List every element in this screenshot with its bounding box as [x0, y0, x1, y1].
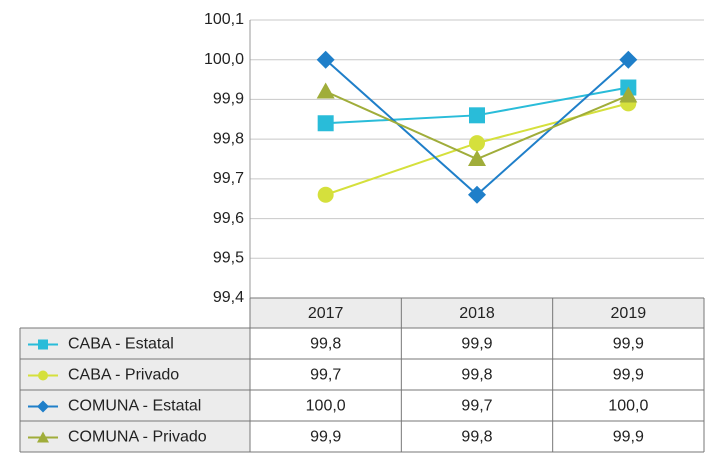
series-line: [325, 58, 629, 197]
point: [317, 115, 334, 132]
point: [619, 86, 638, 103]
y-tick-label: 99,4: [213, 289, 244, 306]
point: [619, 50, 638, 69]
value-label: 99,8: [310, 336, 341, 353]
x-tick-label: 2018: [459, 305, 495, 322]
x-tick-label: 2019: [611, 305, 647, 322]
x-tick-label: 2017: [308, 305, 344, 322]
y-tick-label: 99,8: [213, 130, 244, 147]
y-tick-label: 99,7: [213, 170, 244, 187]
point: [316, 50, 335, 69]
point: [468, 150, 486, 166]
value-label: 100,0: [608, 398, 648, 415]
value-label: 99,7: [310, 367, 341, 384]
value-label: 99,9: [310, 429, 341, 446]
legend-label: COMUNA - Estatal: [68, 398, 201, 415]
value-label: 100,0: [306, 398, 346, 415]
point: [317, 186, 334, 203]
table-header-bg: [250, 298, 704, 328]
legend-label: CABA - Estatal: [68, 336, 174, 353]
legend-marker: [38, 370, 48, 381]
value-label: 99,8: [461, 429, 492, 446]
point: [469, 107, 485, 124]
row-label-bg: [20, 328, 250, 359]
value-label: 99,9: [613, 429, 644, 446]
value-label: 99,9: [613, 367, 644, 384]
point: [316, 82, 335, 99]
legend-marker: [38, 339, 48, 350]
legend-label: COMUNA - Privado: [68, 429, 207, 446]
row-label-bg: [20, 390, 250, 421]
point: [468, 185, 486, 204]
y-tick-label: 99,5: [213, 250, 244, 267]
legend-marker: [37, 400, 49, 413]
y-tick-label: 100,0: [204, 51, 244, 68]
legend-label: CABA - Privado: [68, 367, 179, 384]
value-label: 99,8: [461, 367, 492, 384]
value-label: 99,9: [461, 336, 492, 353]
point: [469, 135, 485, 152]
row-label-bg: [20, 421, 250, 452]
row-label-bg: [20, 359, 250, 390]
legend-marker: [37, 431, 49, 443]
value-label: 99,9: [613, 336, 644, 353]
y-tick-label: 100,1: [204, 11, 244, 28]
y-tick-label: 99,9: [213, 91, 244, 108]
value-label: 99,7: [461, 398, 492, 415]
y-tick-label: 99,6: [213, 210, 244, 227]
